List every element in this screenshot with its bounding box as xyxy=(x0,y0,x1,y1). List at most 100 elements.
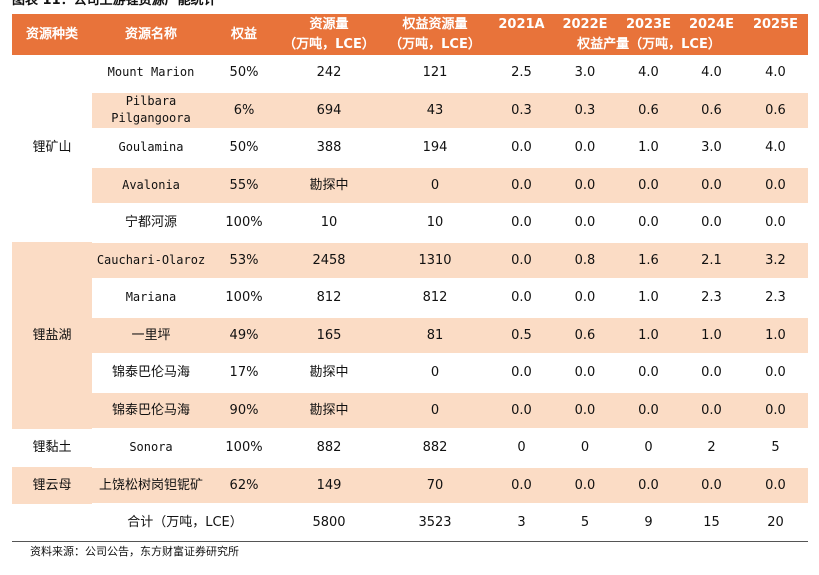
cell: 0.8 xyxy=(574,252,596,268)
total-cell: 15 xyxy=(703,515,720,531)
cell: 149 xyxy=(316,477,342,493)
cell: 0 xyxy=(430,365,440,381)
cell: 勘探中 xyxy=(309,177,349,193)
cell: 121 xyxy=(422,65,448,81)
header-cell: 资源量 xyxy=(309,16,349,32)
cell: 0 xyxy=(580,440,590,456)
resource-name: Sonora xyxy=(129,440,173,455)
cell: 1.0 xyxy=(638,327,659,343)
cell: 0.0 xyxy=(701,402,722,418)
cell: 0.0 xyxy=(638,215,659,231)
cell: 81 xyxy=(426,327,444,343)
cell: 0.0 xyxy=(765,215,786,231)
cell: 62% xyxy=(229,477,259,493)
resource-name: 锦泰巴伦马海 xyxy=(111,402,190,418)
cell: 0.6 xyxy=(701,102,722,118)
cell: 0.0 xyxy=(638,402,659,418)
resource-name: Mariana xyxy=(125,290,177,305)
cell: 2.5 xyxy=(511,65,532,81)
header-bg xyxy=(12,14,808,55)
cell: 0.0 xyxy=(638,365,659,381)
resource-name: 一里坪 xyxy=(131,327,171,343)
header-cell: （万吨，LCE） xyxy=(283,36,375,52)
cell: 694 xyxy=(316,102,342,118)
cell: 388 xyxy=(316,140,342,156)
total-cell: 3 xyxy=(517,515,526,531)
total-cell: 5 xyxy=(580,515,590,531)
cell: 0.0 xyxy=(765,402,786,418)
cell: 17% xyxy=(229,365,259,381)
group-label: 锂黏土 xyxy=(32,440,72,456)
cell: 0.0 xyxy=(511,252,532,268)
group-label: 锂云母 xyxy=(32,477,72,493)
cell: 100% xyxy=(225,290,263,306)
cell: 53% xyxy=(229,252,259,268)
cell: 4.0 xyxy=(765,65,786,81)
resource-name: Cauchari-Olaroz xyxy=(96,252,206,267)
resource-name: Goulamina xyxy=(118,140,184,155)
cell: 0.0 xyxy=(701,365,722,381)
resource-name: 上饶松树岗钽铌矿 xyxy=(98,477,203,493)
total-cell: 5800 xyxy=(312,515,346,531)
cell: 1310 xyxy=(418,252,452,268)
cell: 882 xyxy=(422,440,448,456)
cell: 0.0 xyxy=(638,477,659,493)
resource-name: Pilbara Pilgangoora xyxy=(111,94,191,126)
group-label: 锂矿山 xyxy=(32,140,72,156)
resource-name: Avalonia xyxy=(122,177,180,192)
cell: 0.0 xyxy=(574,177,596,193)
resource-name: Mount Marion xyxy=(107,65,195,80)
cell: 1.0 xyxy=(638,290,659,306)
cell: 0.6 xyxy=(574,327,596,343)
cell: 3.0 xyxy=(574,65,596,81)
cell: 2458 xyxy=(312,252,346,268)
cell: 1.0 xyxy=(638,140,659,156)
cell: 0.0 xyxy=(765,365,786,381)
header-cell: 2024E xyxy=(688,16,735,32)
cell: 50% xyxy=(229,140,259,156)
header-cell: 2021A xyxy=(498,16,545,32)
cell: 0.0 xyxy=(511,477,532,493)
cell: 0.0 xyxy=(574,477,596,493)
cell: 0.0 xyxy=(574,365,596,381)
cell: 0.6 xyxy=(765,102,786,118)
cell: 0.0 xyxy=(701,177,722,193)
cell: 812 xyxy=(316,290,342,306)
title: 图表 11：公司上游锂资源产能统计 xyxy=(12,0,217,8)
cell: 10 xyxy=(320,215,338,231)
cell: 0 xyxy=(644,440,653,456)
cell: 812 xyxy=(422,290,448,306)
header-cell: （万吨，LCE） xyxy=(389,36,481,52)
bottom-rule xyxy=(12,541,808,542)
cell: 1.0 xyxy=(701,327,722,343)
cell: 0.0 xyxy=(701,215,722,231)
cell: 49% xyxy=(229,327,259,343)
cell: 0.0 xyxy=(511,365,532,381)
header-cell: 资源名称 xyxy=(124,27,177,42)
group-label: 锂盐湖 xyxy=(32,327,72,343)
header-cell: 权益 xyxy=(230,27,257,42)
group-bg xyxy=(12,241,92,429)
cell: 0.0 xyxy=(574,290,596,306)
cell: 3.0 xyxy=(701,140,722,156)
cell: 0.0 xyxy=(765,477,786,493)
cell: 0 xyxy=(430,177,440,193)
cell: 55% xyxy=(229,177,259,193)
cell: 4.0 xyxy=(701,65,722,81)
cell: 4.0 xyxy=(765,140,786,156)
total-cell: 9 xyxy=(644,515,653,531)
header-cell: 2023E xyxy=(625,16,672,32)
total-label: 合计（万吨，LCE） xyxy=(127,515,243,531)
cell: 0.0 xyxy=(511,215,532,231)
cell: 10 xyxy=(426,215,444,231)
cell: 0 xyxy=(430,402,440,418)
cell: 194 xyxy=(422,140,448,156)
cell: 2.1 xyxy=(701,252,722,268)
resource-name: 宁都河源 xyxy=(124,215,177,231)
cell: 0 xyxy=(517,440,526,456)
total-cell: 20 xyxy=(767,515,784,531)
cell: 0.0 xyxy=(638,177,659,193)
cell: 0.0 xyxy=(574,215,596,231)
cell: 0.0 xyxy=(701,477,722,493)
